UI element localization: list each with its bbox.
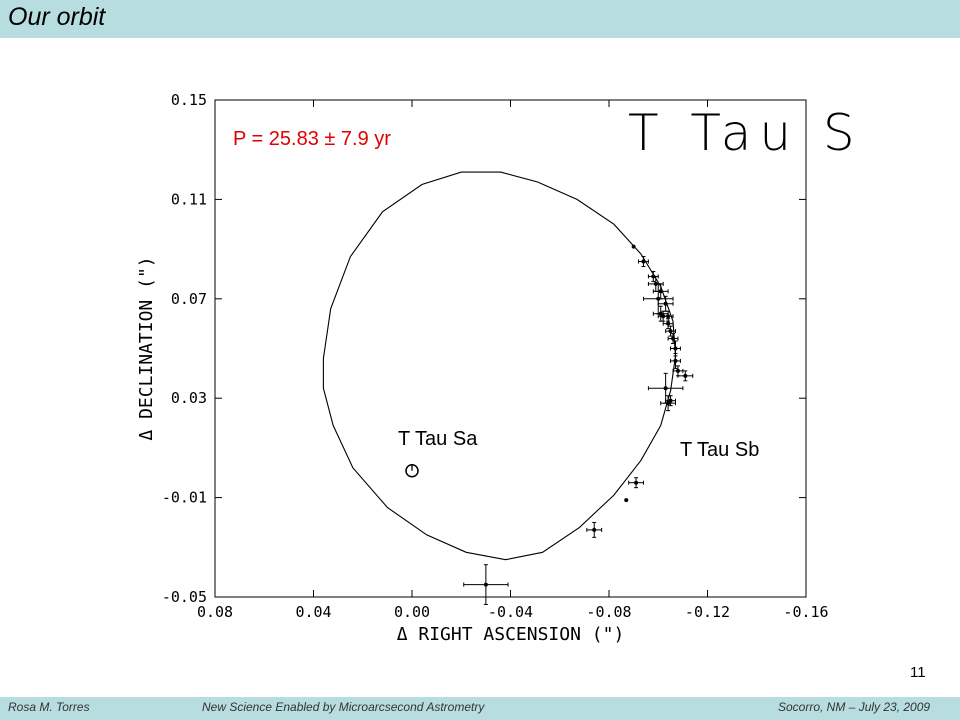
measurement-point xyxy=(667,333,679,345)
measurement-point xyxy=(638,256,649,267)
x-tick-label: 0.04 xyxy=(295,603,331,621)
y-tick-label: 0.07 xyxy=(171,290,207,308)
page-number: 11 xyxy=(910,664,926,681)
footer-band xyxy=(0,697,960,720)
measurement-point xyxy=(628,477,644,489)
data-point xyxy=(651,274,656,279)
data-point xyxy=(658,289,663,294)
measurement-point xyxy=(647,372,684,404)
data-point xyxy=(634,480,639,485)
data-point xyxy=(663,386,668,391)
data-point xyxy=(673,346,678,351)
measurement-point xyxy=(662,318,674,330)
y-tick-label: -0.01 xyxy=(162,489,207,507)
orbit-curve xyxy=(322,171,677,561)
measurement-point xyxy=(665,325,676,337)
measurement-point xyxy=(586,521,603,538)
data-point xyxy=(666,401,671,406)
measurement-point xyxy=(624,498,629,503)
data-point xyxy=(483,582,488,587)
data-point xyxy=(663,301,668,306)
period-annotation: P = 25.83 ± 7.9 yr xyxy=(233,128,391,150)
measurement-point xyxy=(660,395,676,412)
measurement-point xyxy=(672,365,684,377)
y-tick-label: 0.15 xyxy=(171,91,207,109)
data-point xyxy=(675,368,680,373)
x-tick-label: 0.08 xyxy=(197,603,233,621)
x-tick-label: -0.08 xyxy=(586,603,631,621)
data-point xyxy=(592,527,597,532)
primary-star-label: T Tau Sa xyxy=(398,428,478,450)
data-point xyxy=(658,311,663,316)
data-point xyxy=(666,321,671,326)
data-point xyxy=(683,373,688,378)
measurement-point xyxy=(631,244,636,249)
data-point xyxy=(624,498,629,503)
measurement-point xyxy=(677,370,694,382)
y-axis-label: Δ DECLINATION (") xyxy=(136,256,157,440)
data-point xyxy=(653,281,658,286)
data-point xyxy=(668,329,673,334)
y-tick-label: 0.11 xyxy=(171,190,207,208)
footer-author: Rosa M. Torres xyxy=(8,700,90,714)
footer-conference: New Science Enabled by Microarcsecond As… xyxy=(202,700,485,714)
measurement-point xyxy=(670,352,681,369)
plot-title: T Tau S xyxy=(628,104,863,162)
footer-location-date: Socorro, NM – July 23, 2009 xyxy=(778,700,931,714)
y-tick-label: 0.03 xyxy=(171,389,207,407)
data-point xyxy=(631,244,636,249)
title-band xyxy=(0,0,960,38)
data-point xyxy=(671,336,676,341)
measurement-point xyxy=(665,395,676,407)
data-point xyxy=(641,259,646,264)
x-tick-label: 0.00 xyxy=(394,603,430,621)
x-tick-label: -0.16 xyxy=(783,603,828,621)
secondary-star-label: T Tau Sb xyxy=(680,439,759,461)
data-point xyxy=(656,296,661,301)
measurement-point xyxy=(652,283,669,300)
y-tick-label: -0.05 xyxy=(162,588,207,606)
slide-title: Our orbit xyxy=(8,3,106,31)
measurement-point xyxy=(463,564,509,605)
x-tick-label: -0.12 xyxy=(685,603,730,621)
data-point xyxy=(673,358,678,363)
data-point xyxy=(668,398,673,403)
x-axis-label: Δ RIGHT ASCENSION (") xyxy=(397,624,625,645)
data-point xyxy=(666,314,671,319)
x-tick-label: -0.04 xyxy=(488,603,533,621)
